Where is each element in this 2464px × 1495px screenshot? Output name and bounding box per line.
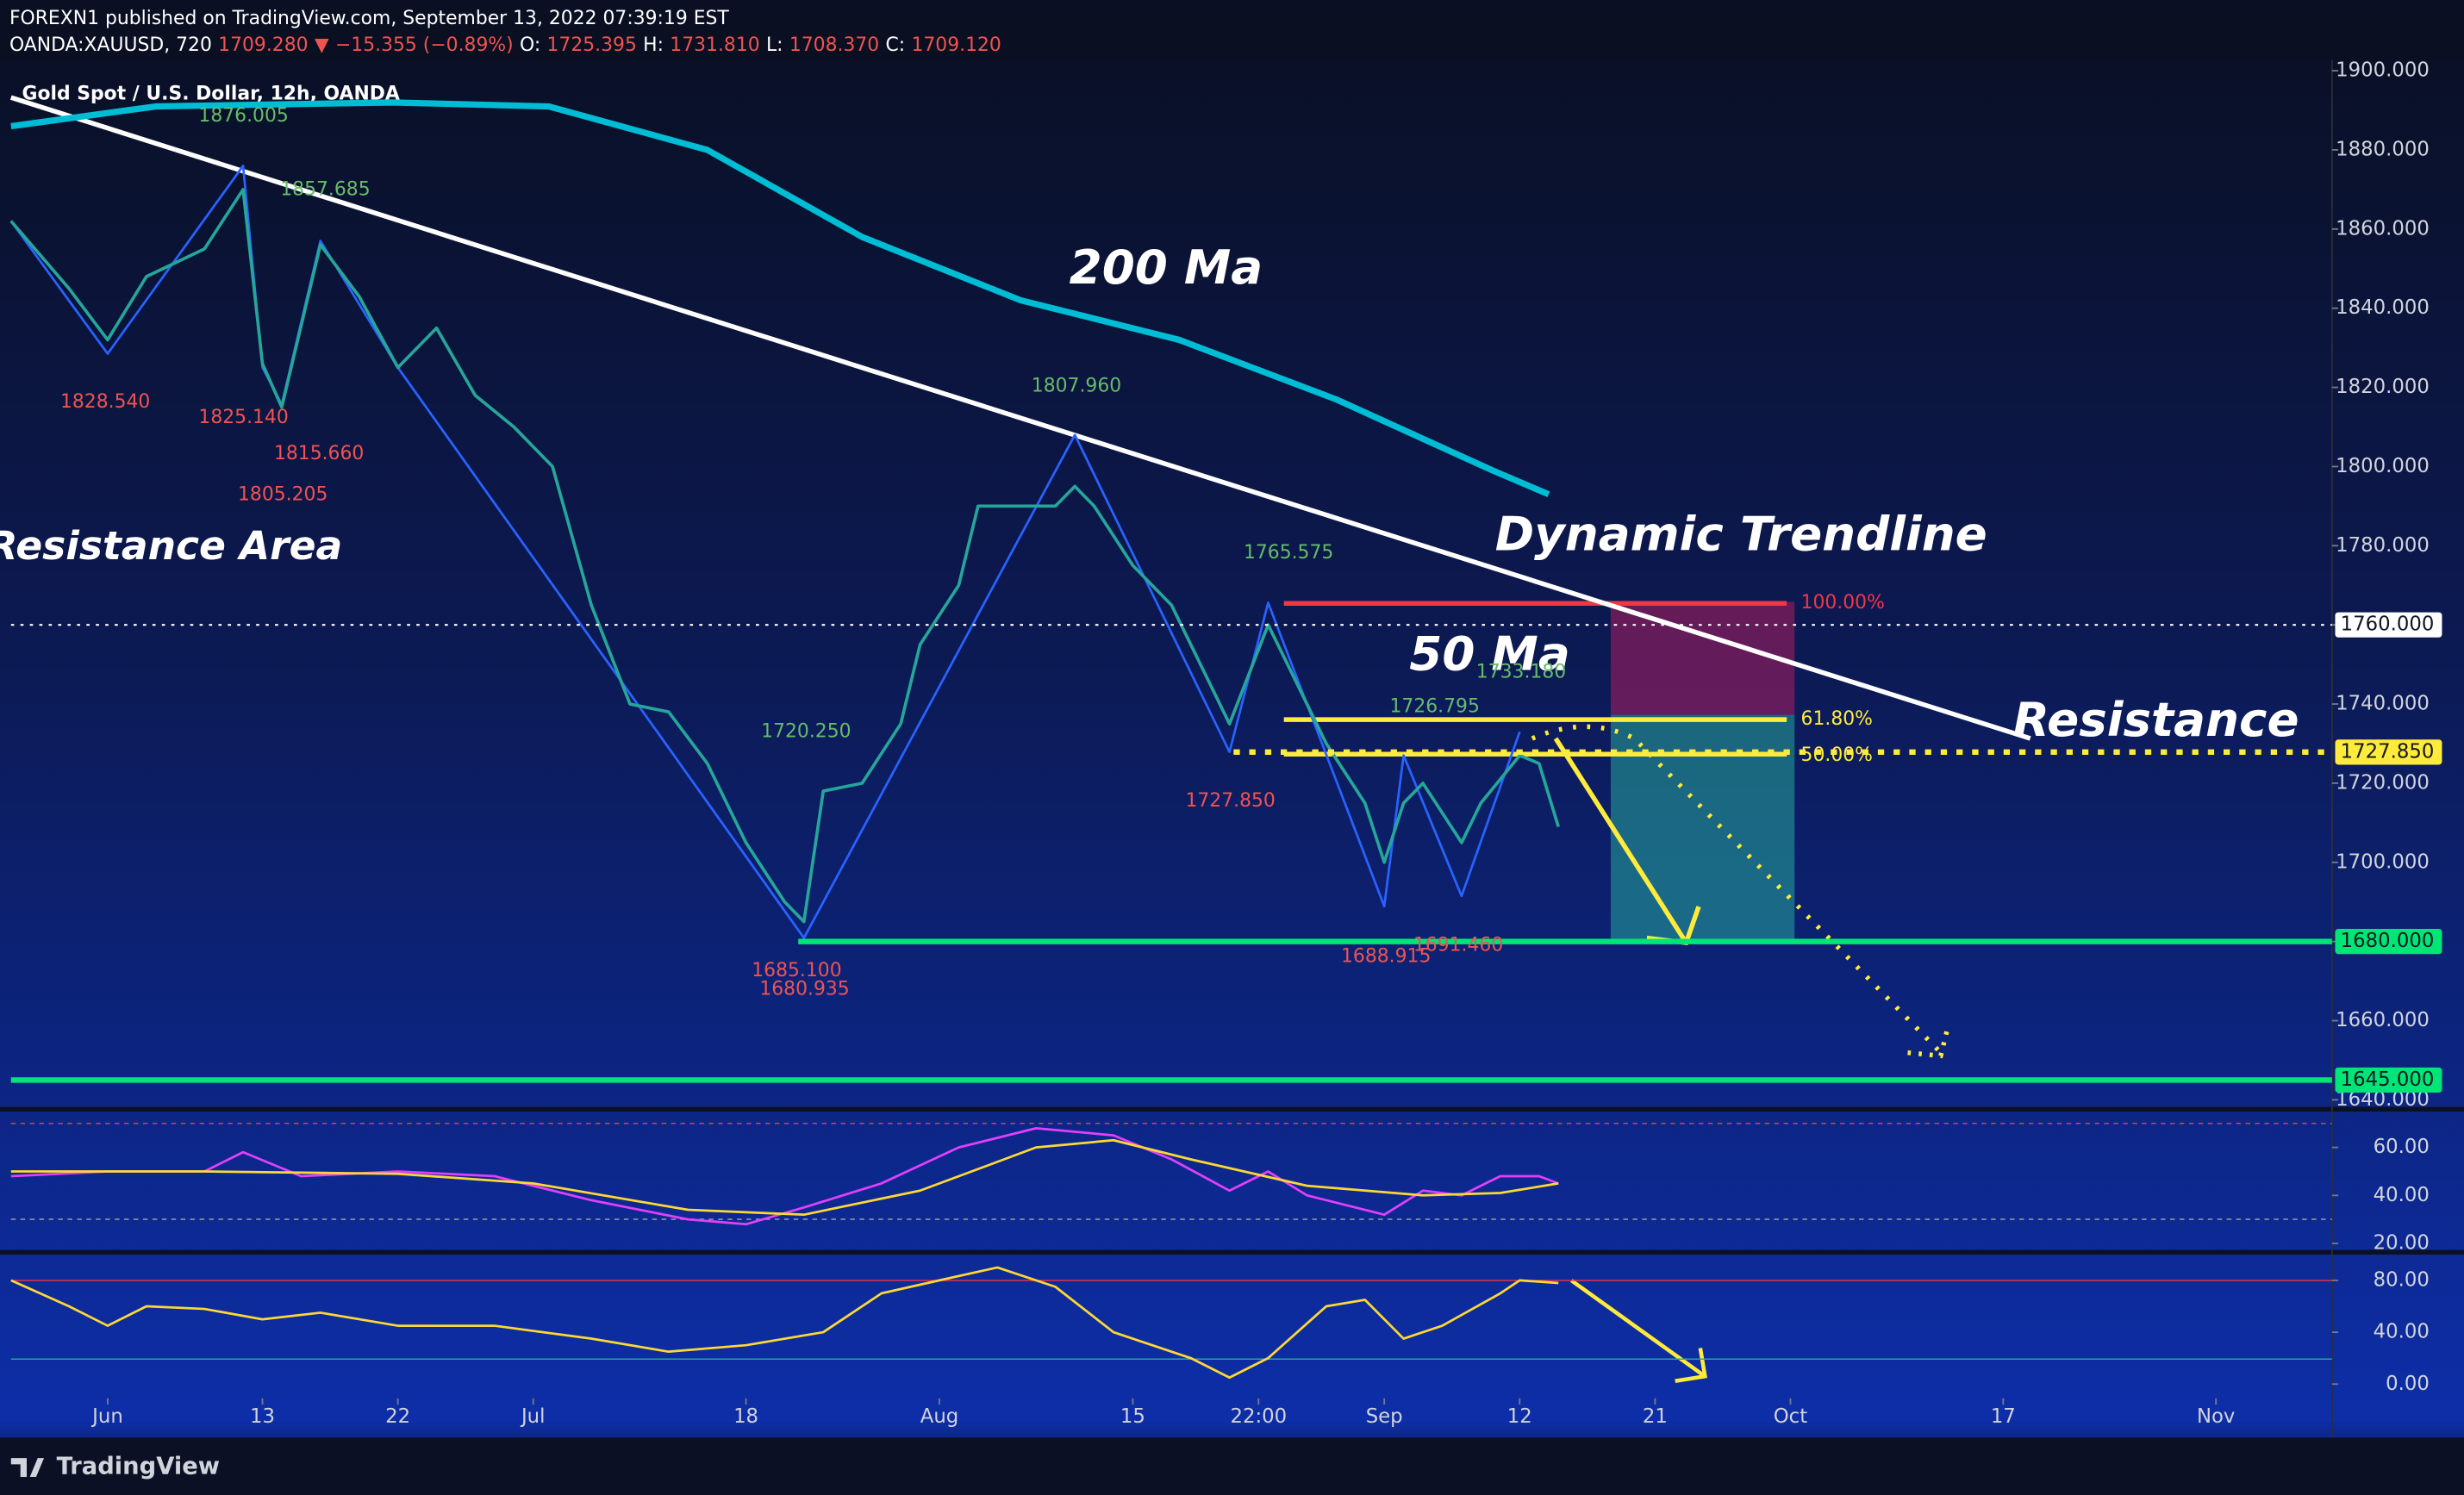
series-line [10,1266,1559,1380]
price-tag-label: 1727.850 [2341,740,2435,763]
price-tag [2335,612,2442,638]
y-tick-label: 1740.000 [2336,693,2430,715]
y-tick-label: 0.00 [2386,1373,2430,1395]
publish-info: FOREXN1 published on TradingView.com, Se… [9,8,729,29]
fib-label: 100.00% [1801,592,1885,614]
series-line [9,188,1560,924]
series-line [9,165,1521,939]
price-tag [2335,739,2442,765]
x-tick-label: 13 [250,1405,275,1428]
annotation: Resistance [2013,692,2299,747]
x-tick-label: Aug [920,1405,958,1428]
price-tag-label: 1760.000 [2341,614,2435,636]
annotation: Dynamic Trendline [1495,507,1987,562]
price-tag-label: 1680.000 [2341,930,2435,952]
y-tick-label: 1820.000 [2336,376,2430,398]
series-line [10,99,1550,498]
y-tick-label: 60.00 [2374,1136,2430,1158]
symbol-info-part: 1731.810 [670,34,759,56]
footer-brand: TradingView [57,1454,220,1480]
y-tick-label: 1720.000 [2336,771,2430,794]
symbol-info-part: OANDA:XAUUSD, 720 [9,34,212,56]
price-tag [2335,929,2442,955]
y-tick-label: 1840.000 [2336,296,2430,319]
pivot-high-label: 1857.685 [280,179,370,201]
x-tick-label: 15 [1120,1405,1145,1428]
pivot-low-label: 1828.540 [60,391,150,413]
x-tick-label: 22:00 [1230,1405,1287,1428]
annotation: 200 Ma [1070,240,1263,295]
y-tick-label: 1800.000 [2336,455,2430,477]
x-tick-label: Nov [2197,1405,2235,1428]
y-tick-label: 1900.000 [2336,59,2430,82]
symbol-info-part: 1725.395 [547,34,637,56]
symbol-info-part: H: [643,34,664,56]
pivot-high-label: 1765.575 [1244,542,1333,564]
annotation: 50 Ma [1409,626,1569,681]
price-tag-label: 1645.000 [2341,1068,2435,1091]
x-tick-label: 22 [385,1405,410,1428]
x-tick-label: Jun [90,1405,123,1428]
footer-bar [0,1437,2464,1495]
arrow-head [1675,1348,1707,1384]
pivot-high-label: 1807.960 [1032,376,1121,397]
price-tag [2335,1067,2442,1093]
risk-box [1610,601,1795,715]
y-tick-label: 40.00 [2374,1184,2430,1206]
pivot-low-label: 1815.660 [274,443,364,464]
pivot-low-label: 1691.460 [1413,935,1503,956]
x-tick-label: 21 [1643,1405,1668,1428]
pivot-high-label: 1726.795 [1390,696,1480,718]
x-tick-label: 17 [1991,1405,2016,1428]
x-tick-label: Jul [520,1405,546,1428]
x-tick-label: Sep [1366,1405,1403,1428]
pivot-high-label: 1720.250 [761,721,851,743]
y-tick-label: 1700.000 [2336,850,2430,873]
x-tick-label: 18 [733,1405,758,1428]
projection-arrow [1531,724,1943,1055]
trendline [9,95,2031,741]
annotation: Resistance Area [0,523,342,569]
symbol-info-part: 1709.280 [218,34,308,56]
symbol-info-part: 1708.370 [789,34,879,56]
arrow [1570,1279,1706,1379]
symbol-info-part: C: [886,34,906,56]
y-tick-label: 1780.000 [2336,534,2430,557]
pivot-low-label: 1727.850 [1185,790,1275,812]
symbol-info-part: ▼ [315,34,329,56]
arrow [1553,737,1688,944]
pivot-low-label: 1825.140 [198,407,288,428]
x-tick-label: 12 [1507,1405,1532,1428]
y-tick-label: 20.00 [2374,1232,2430,1255]
symbol-info-part: −15.355 (−0.89%) [335,34,514,56]
symbol-info-part: 1709.120 [911,34,1001,56]
x-tick-label: Oct [1774,1405,1807,1428]
pivot-low-label: 1805.205 [238,483,327,505]
y-tick-label: 40.00 [2374,1321,2430,1343]
pivot-low-label: 1680.935 [759,979,849,1000]
y-tick-label: 80.00 [2374,1268,2430,1291]
footer-logo [10,1458,45,1477]
y-tick-label: 1860.000 [2336,217,2430,240]
y-tick-label: 1880.000 [2336,138,2430,160]
pivot-high-label: 1733.180 [1476,661,1566,682]
fib-label: 61.80% [1801,708,1873,730]
pivot-low-label: 1688.915 [1341,945,1431,967]
pivot-high-label: 1876.005 [198,105,288,127]
symbol-info-part: L: [766,34,783,56]
pivot-low-label: 1685.100 [752,960,841,981]
symbol-info: OANDA:XAUUSD, 720 1709.280 ▼ −15.355 (−0.89… [9,34,1001,56]
arrow-head [1907,1024,1951,1059]
symbol-info-part: O: [520,34,540,56]
y-tick-label: 1660.000 [2336,1009,2430,1031]
header-bar [0,0,2464,60]
series-line [10,1138,1559,1217]
series-line [10,1127,1559,1226]
fib-label: 50.00% [1801,744,1873,766]
reward-box [1610,714,1795,942]
